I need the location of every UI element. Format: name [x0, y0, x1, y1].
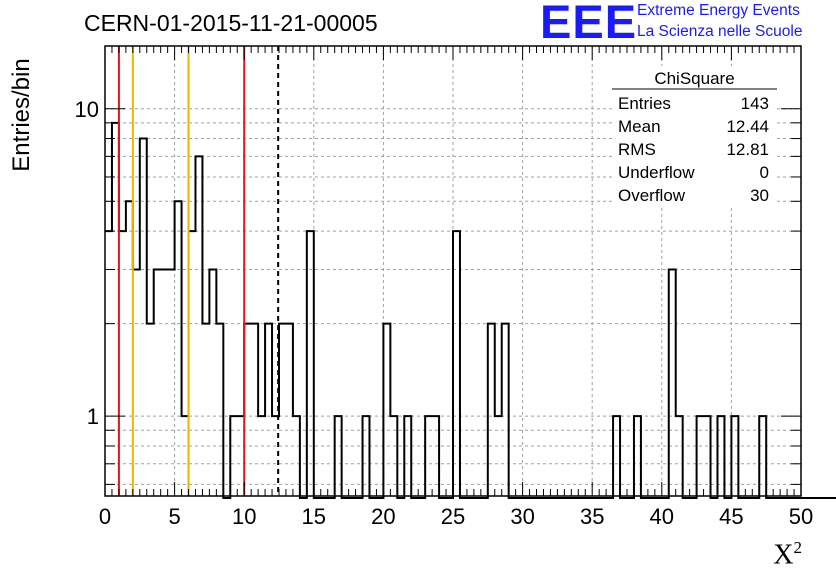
stats-box: [612, 66, 777, 208]
stats-row-value: 30: [750, 186, 769, 205]
x-tick-label: 45: [719, 504, 743, 529]
stats-row-label: Mean: [618, 117, 661, 136]
histogram-line: [105, 121, 836, 499]
x-tick-label: 0: [99, 504, 111, 529]
y-tick-label: 1: [87, 404, 99, 429]
stats-row-label: Underflow: [618, 163, 695, 182]
stats-row-value: 143: [741, 94, 769, 113]
x-tick-label: 40: [650, 504, 674, 529]
x-tick-label: 30: [510, 504, 534, 529]
stats-title: ChiSquare: [654, 69, 734, 88]
y-axis-label: Entries/bin: [8, 58, 35, 172]
x-tick-label: 15: [302, 504, 326, 529]
stats-row-value: 12.81: [726, 140, 769, 159]
x-axis-label-text: X: [773, 539, 794, 571]
logo-line-1: Extreme Energy Events: [637, 2, 800, 19]
x-tick-label: 50: [789, 504, 813, 529]
stats-row-value: 0: [760, 163, 769, 182]
chart-title: CERN-01-2015-11-21-00005: [84, 10, 378, 36]
stats-row-label: RMS: [618, 140, 656, 159]
x-tick-label: 20: [371, 504, 395, 529]
y-axis-label-box: Entries/bin: [4, 40, 40, 190]
x-axis-label: X2: [773, 538, 802, 571]
x-axis-label-sup: 2: [793, 538, 803, 557]
y-tick-label: 10: [75, 97, 99, 122]
x-tick-label: 5: [168, 504, 180, 529]
x-tick-label: 35: [580, 504, 604, 529]
stats-row-label: Entries: [618, 94, 671, 113]
stats-row-value: 12.44: [726, 117, 769, 136]
x-tick-label: 10: [232, 504, 256, 529]
x-tick-label: 25: [441, 504, 465, 529]
stats-row-label: Overflow: [618, 186, 686, 205]
logo-mark: EEE: [540, 0, 638, 48]
logo-line-2: La Scienza nelle Scuole: [637, 23, 803, 40]
